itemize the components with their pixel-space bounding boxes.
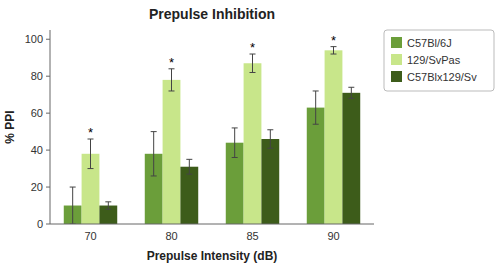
legend-swatch [391, 71, 402, 82]
error-bar [313, 91, 319, 124]
x-axis-line [50, 224, 374, 225]
y-tick [46, 76, 50, 77]
x-tick-label: 85 [246, 230, 258, 242]
x-tick-label: 70 [84, 230, 96, 242]
y-axis: 0 20 40 60 80 100 % PPI [3, 33, 50, 230]
y-tick [46, 39, 50, 40]
y-axis-line [50, 30, 51, 224]
bar [163, 80, 181, 224]
chart: Prepulse Inhibition 0 20 40 60 80 100 % PPI 70 80… [0, 0, 500, 270]
error-bar [331, 47, 337, 54]
legend-label: C57Blx129/Sv [407, 71, 477, 83]
y-tick-label: 20 [31, 181, 43, 193]
y-tick-label: 80 [31, 70, 43, 82]
annotation: * [88, 125, 93, 140]
legend-label: C57Bl/6J [407, 37, 452, 49]
error-bar [151, 132, 157, 176]
x-tick-label: 80 [165, 230, 177, 242]
y-tick-label: 60 [31, 107, 43, 119]
y-tick [46, 187, 50, 188]
legend: C57Bl/6J 129/SvPas C57Blx129/Sv [384, 30, 494, 91]
bar [261, 139, 279, 224]
y-tick [46, 113, 50, 114]
x-tick-label: 90 [327, 230, 339, 242]
y-tick [46, 150, 50, 151]
annotations: * * * * [88, 33, 336, 140]
error-bar [105, 202, 111, 209]
series [64, 91, 325, 224]
y-axis-label: % PPI [3, 110, 17, 143]
error-bar [348, 87, 354, 98]
bar [180, 167, 198, 224]
error-bar [186, 159, 192, 174]
series [99, 87, 360, 224]
bar [244, 63, 262, 224]
bar [342, 93, 360, 224]
bar [307, 108, 325, 224]
x-axis: 70 80 85 90 Prepulse Intensity (dB) [84, 230, 339, 263]
error-bar [88, 139, 94, 169]
y-tick-label: 40 [31, 144, 43, 156]
chart-title: Prepulse Inhibition [149, 6, 275, 22]
annotation: * [169, 55, 174, 70]
y-tick-label: 100 [25, 33, 43, 45]
annotation: * [331, 33, 336, 48]
error-bar [169, 69, 175, 91]
y-tick [46, 224, 50, 225]
chart-container: Prepulse Inhibition 0 20 40 60 80 100 % PPI 70 80… [0, 0, 500, 270]
legend-label: 129/SvPas [407, 54, 461, 66]
error-bar [250, 54, 256, 72]
y-tick-label: 0 [37, 218, 43, 230]
series [82, 47, 343, 224]
legend-swatch [391, 37, 402, 48]
annotation: * [250, 40, 255, 55]
x-axis-label: Prepulse Intensity (dB) [147, 249, 278, 263]
error-bar [70, 187, 76, 224]
legend-frame [384, 30, 494, 91]
marks [64, 47, 360, 224]
error-bar [267, 130, 273, 148]
bar [325, 50, 343, 224]
legend-swatch [391, 54, 402, 65]
error-bar [232, 128, 238, 158]
